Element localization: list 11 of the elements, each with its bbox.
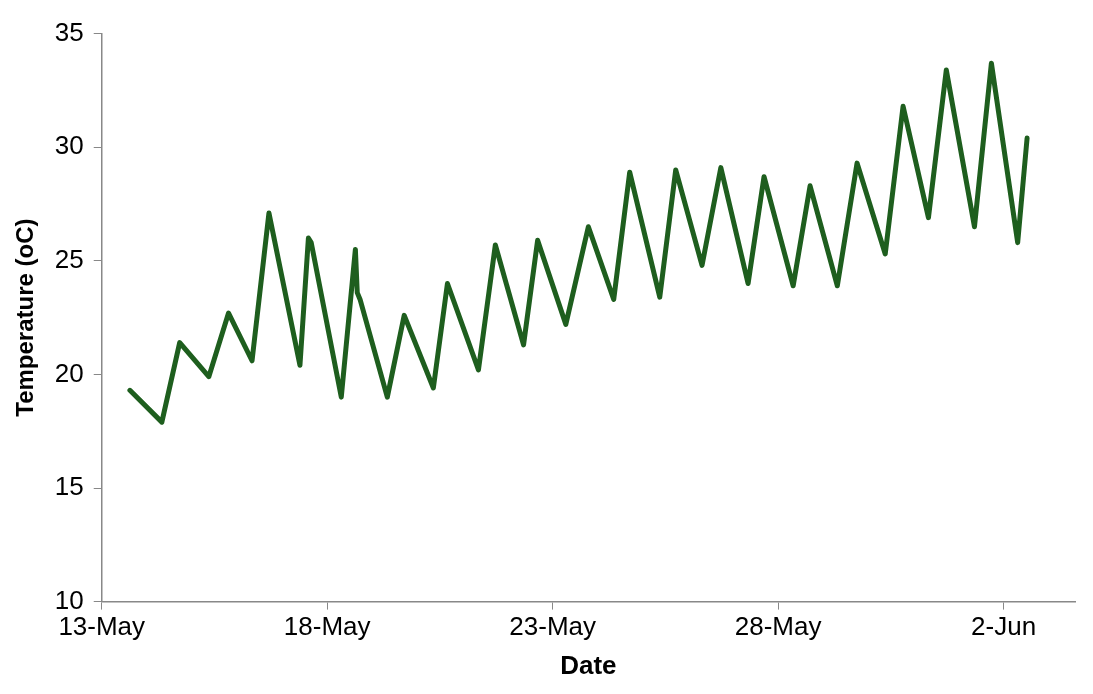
x-tick-label: 18-May bbox=[283, 611, 371, 642]
x-tick-label: 23-May bbox=[509, 611, 597, 642]
x-axis-title: Date bbox=[560, 649, 617, 680]
y-tick-label: 25 bbox=[54, 243, 84, 274]
y-tick-label: 15 bbox=[54, 471, 84, 502]
x-tick-label: 2-Jun bbox=[971, 611, 1037, 642]
y-tick-label: 20 bbox=[54, 357, 84, 388]
y-tick-label: 30 bbox=[54, 130, 84, 161]
x-tick-label: 28-May bbox=[734, 611, 822, 642]
y-tick-label: 35 bbox=[54, 16, 84, 47]
y-axis-title: Temperature (oC) bbox=[11, 218, 39, 417]
